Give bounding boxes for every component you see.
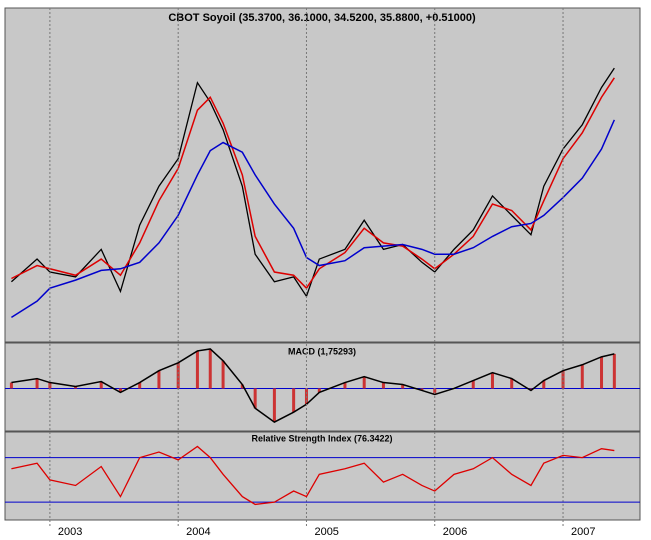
histogram-bar (401, 384, 405, 389)
rsi-title: Relative Strength Index (76.3422) (251, 433, 392, 443)
x-tick-label: 2005 (314, 526, 338, 538)
histogram-bar (195, 350, 199, 389)
histogram-bar (138, 382, 142, 389)
price-panel (4, 7, 641, 343)
histogram-bar (317, 388, 321, 393)
histogram-bar (176, 362, 180, 389)
histogram-bar (208, 348, 212, 389)
histogram-bar (157, 370, 161, 389)
histogram-bar (221, 360, 225, 389)
histogram-bar (580, 364, 584, 389)
histogram-bar (74, 386, 78, 389)
histogram-bar (343, 382, 347, 389)
histogram-bar (561, 370, 565, 389)
series-line (11, 77, 615, 290)
histogram-bar (272, 388, 276, 423)
histogram-bar (362, 376, 366, 389)
histogram-bar (420, 388, 424, 391)
histogram-bar (9, 382, 13, 389)
chart-title: CBOT Soyoil (35.3700, 36.1000, 34.5200, … (168, 12, 476, 24)
macd-title: MACD (1,75293) (288, 346, 356, 356)
histogram-bar (600, 356, 604, 389)
x-tick-label: 2003 (58, 526, 82, 538)
series-line (11, 119, 616, 318)
histogram-bar (433, 388, 437, 395)
histogram-bar (612, 353, 616, 389)
histogram-bar (99, 381, 103, 389)
histogram-bar (381, 382, 385, 389)
series-line (11, 348, 615, 423)
histogram-bar (240, 384, 244, 389)
histogram-bar (529, 388, 533, 391)
histogram-bar (253, 388, 257, 409)
histogram-bar (118, 388, 122, 393)
series-line (11, 445, 615, 506)
histogram-bar (542, 380, 546, 389)
histogram-bar (471, 380, 475, 389)
x-tick-label: 2007 (571, 526, 595, 538)
histogram-bar (35, 378, 39, 389)
histogram-bar (510, 378, 514, 389)
x-tick-label: 2006 (443, 526, 467, 538)
histogram-bar (292, 388, 296, 413)
histogram-bar (490, 372, 494, 389)
x-tick-label: 2004 (186, 526, 210, 538)
rsi-panel (4, 431, 641, 521)
